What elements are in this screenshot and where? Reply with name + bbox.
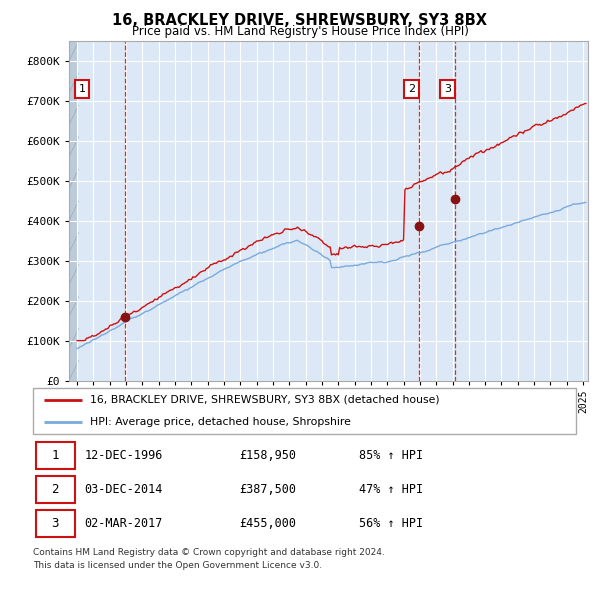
Text: 16, BRACKLEY DRIVE, SHREWSBURY, SY3 8BX: 16, BRACKLEY DRIVE, SHREWSBURY, SY3 8BX bbox=[113, 13, 487, 28]
Text: £387,500: £387,500 bbox=[239, 483, 296, 496]
Text: 56% ↑ HPI: 56% ↑ HPI bbox=[359, 517, 423, 530]
Text: 2: 2 bbox=[52, 483, 59, 496]
Text: 47% ↑ HPI: 47% ↑ HPI bbox=[359, 483, 423, 496]
Text: 3: 3 bbox=[52, 517, 59, 530]
Text: £158,950: £158,950 bbox=[239, 448, 296, 462]
Text: HPI: Average price, detached house, Shropshire: HPI: Average price, detached house, Shro… bbox=[90, 417, 351, 427]
Text: Price paid vs. HM Land Registry's House Price Index (HPI): Price paid vs. HM Land Registry's House … bbox=[131, 25, 469, 38]
Text: Contains HM Land Registry data © Crown copyright and database right 2024.: Contains HM Land Registry data © Crown c… bbox=[33, 548, 385, 556]
Text: This data is licensed under the Open Government Licence v3.0.: This data is licensed under the Open Gov… bbox=[33, 560, 322, 569]
FancyBboxPatch shape bbox=[33, 388, 576, 434]
FancyBboxPatch shape bbox=[36, 510, 75, 537]
Text: 1: 1 bbox=[52, 448, 59, 462]
Text: 12-DEC-1996: 12-DEC-1996 bbox=[85, 448, 163, 462]
Text: 16, BRACKLEY DRIVE, SHREWSBURY, SY3 8BX (detached house): 16, BRACKLEY DRIVE, SHREWSBURY, SY3 8BX … bbox=[90, 395, 440, 405]
Text: 02-MAR-2017: 02-MAR-2017 bbox=[85, 517, 163, 530]
Text: £455,000: £455,000 bbox=[239, 517, 296, 530]
Text: 1: 1 bbox=[79, 84, 86, 94]
Text: 85% ↑ HPI: 85% ↑ HPI bbox=[359, 448, 423, 462]
Text: 3: 3 bbox=[444, 84, 451, 94]
Text: 03-DEC-2014: 03-DEC-2014 bbox=[85, 483, 163, 496]
FancyBboxPatch shape bbox=[36, 442, 75, 468]
FancyBboxPatch shape bbox=[36, 476, 75, 503]
Text: 2: 2 bbox=[408, 84, 415, 94]
